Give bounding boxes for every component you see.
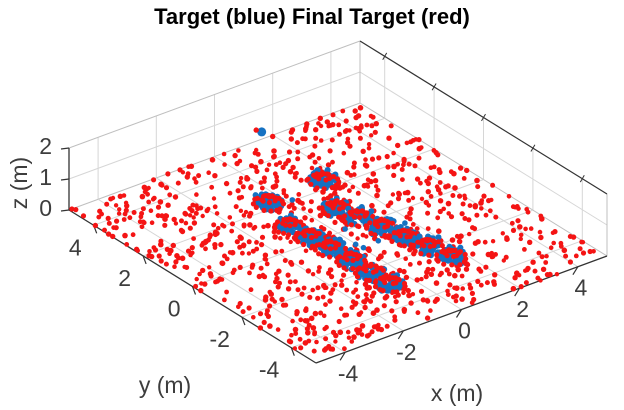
back-wall-grid bbox=[68, 51, 608, 241]
box-edges bbox=[68, 40, 608, 257]
floating-red-dot bbox=[253, 127, 259, 133]
y-axis-label: y (m) bbox=[139, 372, 191, 398]
z-tick-label: 1 bbox=[39, 164, 52, 190]
final-target-rings bbox=[250, 192, 287, 214]
y-tick-label: 4 bbox=[69, 234, 82, 260]
x-axis-label: x (m) bbox=[431, 380, 483, 406]
floating-blue-dot bbox=[257, 127, 267, 137]
final-target-rings bbox=[372, 274, 408, 295]
tick-labels: -4 -2 0 2 4 4 2 0 -2 -4 0 1 2 bbox=[39, 133, 587, 386]
final-target-floor-scatter bbox=[69, 105, 596, 354]
axis-labels: x (m) y (m) z (m) bbox=[6, 157, 483, 406]
final-target-rings bbox=[272, 216, 308, 238]
x-tick-label: -2 bbox=[396, 339, 416, 365]
x-tick-label: -4 bbox=[338, 360, 359, 386]
final-target-rings bbox=[304, 170, 341, 192]
x-tick-label: 2 bbox=[516, 296, 529, 322]
z-axis-label: z (m) bbox=[6, 157, 32, 209]
y-tick-label: 2 bbox=[118, 265, 131, 291]
y-tick-label: 0 bbox=[168, 296, 181, 322]
y-tick-label: -2 bbox=[209, 326, 229, 352]
x-tick-label: 4 bbox=[575, 275, 588, 301]
z-tick-label: 0 bbox=[39, 195, 52, 221]
y-tick-label: -4 bbox=[259, 357, 280, 383]
final-target-rings bbox=[352, 261, 389, 284]
floating-target bbox=[253, 127, 267, 137]
final-target-rings bbox=[434, 247, 469, 268]
z-tick-label: 2 bbox=[39, 133, 52, 159]
chart-title: Target (blue) Final Target (red) bbox=[154, 4, 470, 29]
x-tick-label: 0 bbox=[458, 318, 471, 344]
